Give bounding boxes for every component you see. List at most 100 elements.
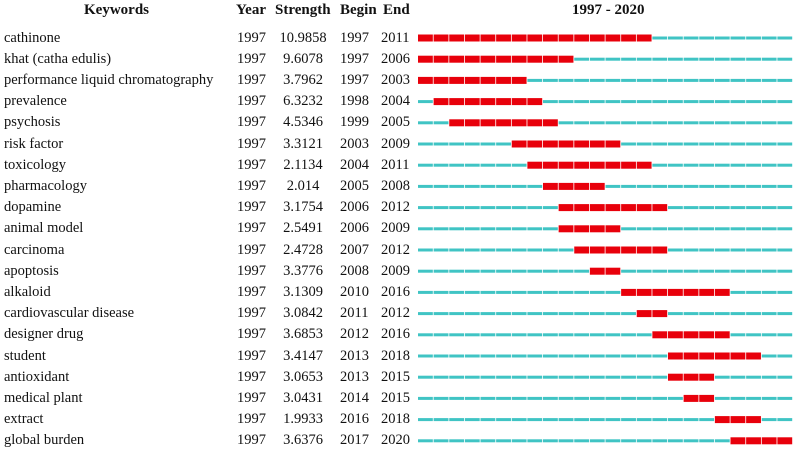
timeline-segment (621, 100, 636, 104)
year-cell: 1997 (237, 29, 266, 46)
begin-cell: 2010 (340, 283, 369, 300)
timeline-segment (558, 290, 574, 294)
timeline-segment (668, 269, 683, 273)
burst-segment (543, 161, 558, 169)
keyword-label: cathinone (4, 29, 61, 46)
begin-cell: 1997 (340, 29, 369, 46)
burst-segment (589, 140, 605, 148)
timeline-segment (464, 163, 480, 167)
begin-cell: 2007 (340, 241, 369, 258)
timeline-segment (777, 248, 793, 252)
strength-cell: 3.1754 (283, 199, 323, 216)
timeline-segment (464, 290, 480, 294)
timeline-segment (543, 248, 558, 252)
timeline-segment (668, 206, 683, 210)
timeline-segment (418, 142, 433, 146)
timeline-segment (574, 290, 590, 294)
timeline-segment (543, 333, 558, 337)
timeline-segment (574, 269, 590, 273)
timeline-segment (433, 227, 449, 231)
timeline-segment (730, 121, 746, 125)
timeline-segment (636, 57, 652, 61)
timeline-segment (714, 184, 730, 188)
timeline-segment (449, 333, 465, 337)
burst-segment (496, 98, 511, 106)
header-end: End (383, 2, 410, 18)
timeline-segment (464, 184, 480, 188)
timeline-segment (621, 142, 636, 146)
timeline-segment (652, 375, 668, 379)
timeline-segment (683, 312, 699, 316)
timeline-segment (714, 57, 730, 61)
timeline-segment (464, 354, 480, 358)
timeline-segment (730, 142, 746, 146)
timeline-segment (714, 78, 730, 82)
timeline-segment (668, 100, 683, 104)
timeline-segment (433, 248, 449, 252)
timeline-segment (605, 396, 621, 400)
timeline-segment (433, 375, 449, 379)
timeline-segment (777, 375, 793, 379)
begin-cell: 2005 (340, 177, 369, 194)
year-cell: 1997 (237, 241, 266, 258)
timeline-segment (699, 418, 715, 422)
timeline-segment (605, 354, 621, 358)
timeline-segment (636, 121, 652, 125)
timeline-segment (433, 439, 449, 443)
year-cell: 1997 (237, 262, 266, 279)
timeline-segment (418, 396, 433, 400)
timeline-segment (527, 396, 543, 400)
timeline-segment (621, 396, 636, 400)
table-row: performance liquid chromatography 1997 3.7… (0, 70, 796, 91)
timeline-segment (543, 290, 558, 294)
timeline-segment (683, 142, 699, 146)
table-row: designer drug 1997 3.6853 2012 2016 (0, 324, 796, 345)
timeline-segment (480, 163, 496, 167)
timeline-segment (496, 184, 511, 188)
timeline-segment (527, 418, 543, 422)
begin-cell: 2013 (340, 347, 369, 364)
header-begin: Begin (340, 2, 377, 18)
strength-cell: 6.3232 (283, 93, 323, 110)
year-cell: 1997 (237, 199, 266, 216)
begin-cell: 2006 (340, 220, 369, 237)
timeline-segment (558, 418, 574, 422)
burst-segment (574, 182, 590, 190)
strength-cell: 4.5346 (283, 114, 323, 131)
timeline-segment (621, 333, 636, 337)
timeline-segment (730, 184, 746, 188)
burst-segment (699, 373, 715, 381)
timeline-segment (761, 248, 777, 252)
timeline-segment (496, 227, 511, 231)
timeline-segment (480, 248, 496, 252)
end-cell: 2015 (381, 389, 410, 406)
burst-segment (683, 352, 699, 360)
timeline-segment (746, 312, 761, 316)
timeline-segment (699, 36, 715, 40)
table-row: khat (catha edulis) 1997 9.6078 1997 2006 (0, 49, 796, 70)
timeline-segment (668, 78, 683, 82)
timeline-segment (730, 290, 746, 294)
timeline-segment (464, 333, 480, 337)
end-cell: 2018 (381, 411, 410, 428)
timeline-segment (589, 375, 605, 379)
timeline-segment (464, 418, 480, 422)
timeline-segment (714, 375, 730, 379)
timeline-segment (511, 163, 527, 167)
timeline-segment (636, 184, 652, 188)
timeline-segment (433, 290, 449, 294)
keyword-label: student (4, 347, 46, 364)
timeline-segment (730, 57, 746, 61)
timeline-segment (433, 184, 449, 188)
timeline-segment (418, 418, 433, 422)
timeline-segment (589, 57, 605, 61)
timeline-segment (746, 227, 761, 231)
timeline-segment (668, 121, 683, 125)
timeline-segment (746, 163, 761, 167)
timeline-segment (652, 227, 668, 231)
strength-cell: 3.0431 (283, 389, 323, 406)
timeline-segment (730, 100, 746, 104)
burst-segment (714, 416, 730, 424)
timeline-segment (652, 142, 668, 146)
burst-segment (527, 34, 543, 42)
